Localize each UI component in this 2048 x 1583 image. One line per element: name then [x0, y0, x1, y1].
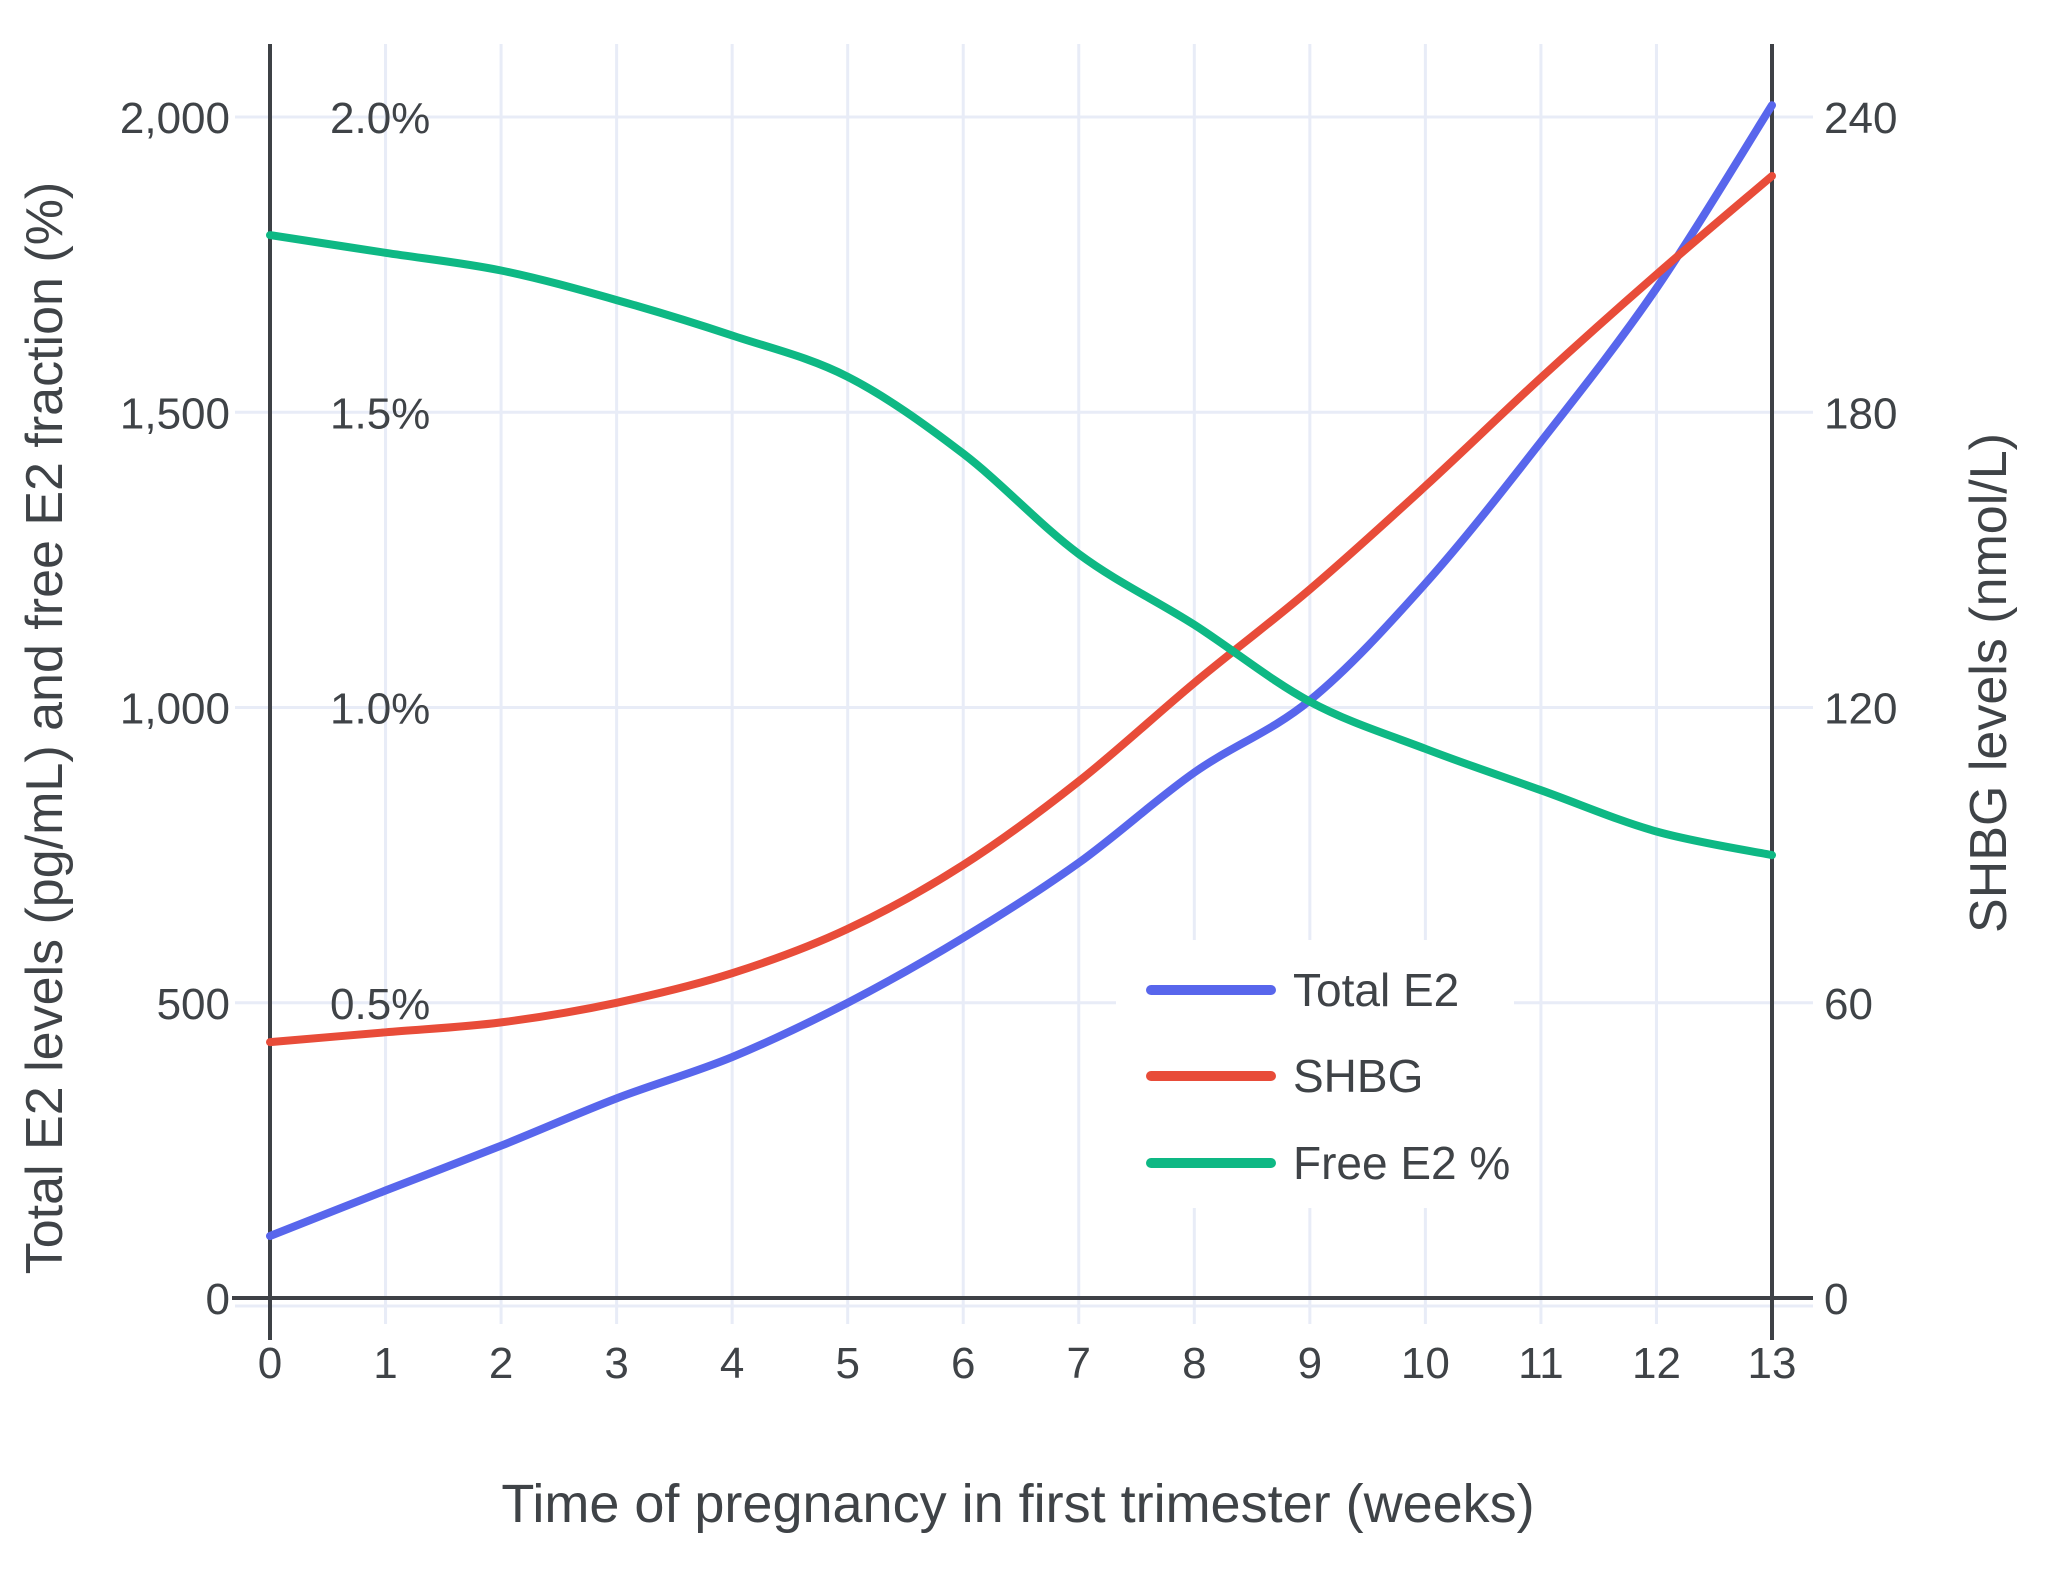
right-axis-tick-label: 240	[1824, 94, 1897, 143]
x-axis-tick-label: 6	[951, 1339, 975, 1388]
percent-tick-label: 1.0%	[330, 685, 430, 734]
x-axis-tick-label: 1	[373, 1339, 397, 1388]
x-axis-tick-label: 7	[1067, 1339, 1091, 1388]
percent-tick-label: 0.5%	[330, 980, 430, 1029]
left-y-axis-title: Total E2 levels (pg/mL) and free E2 frac…	[16, 182, 74, 1274]
legend: Total E2 SHBG Free E2 %	[1116, 940, 1514, 1208]
left-axis-tick-label: 2,000	[120, 94, 230, 143]
free-e2--line	[266, 231, 1776, 860]
x-axis-tick-label: 0	[258, 1339, 282, 1388]
x-axis-tick-label: 11	[1518, 1339, 1564, 1388]
x-axis-tick-label: 12	[1632, 1339, 1681, 1388]
x-axis-tick-label: 10	[1401, 1339, 1450, 1388]
x-axis-tick-label: 9	[1298, 1339, 1322, 1388]
x-axis-tick-label: 5	[835, 1339, 859, 1388]
right-y-axis-title: SHBG levels (nmol/L)	[1960, 433, 2018, 933]
left-axis-tick-label: 1,000	[120, 685, 230, 734]
x-axis-tick-label: 3	[604, 1339, 628, 1388]
x-axis-tick-label: 2	[489, 1339, 513, 1388]
total-e2-line	[266, 101, 1776, 1240]
right-axis-tick-label: 60	[1824, 980, 1873, 1029]
legend-item-label: Free E2 %	[1293, 1137, 1510, 1189]
gridlines	[235, 44, 1813, 1324]
percent-tick-label: 1.5%	[330, 389, 430, 438]
x-axis-tick-label: 4	[720, 1339, 744, 1388]
series-lines	[266, 101, 1776, 1240]
x-axis-tick-label: 8	[1182, 1339, 1206, 1388]
tick-labels: 05001,0001,5002,0000.5%1.0%1.5%2.0%06012…	[120, 94, 1898, 1388]
left-axis-tick-label: 0	[206, 1275, 230, 1324]
right-axis-tick-label: 180	[1824, 389, 1897, 438]
right-axis-tick-label: 120	[1824, 685, 1897, 734]
shbg-line	[266, 172, 1776, 1047]
x-axis-title: Time of pregnancy in first trimester (we…	[501, 1474, 1534, 1534]
left-axis-tick-label: 1,500	[120, 389, 230, 438]
right-axis-tick-label: 0	[1824, 1275, 1848, 1324]
legend-item-label: Total E2	[1293, 964, 1459, 1016]
percent-tick-label: 2.0%	[330, 94, 430, 143]
left-axis-tick-label: 500	[157, 980, 230, 1029]
legend-item-label: SHBG	[1293, 1050, 1423, 1102]
axis-lines	[232, 44, 1813, 1340]
x-axis-tick-label: 13	[1748, 1339, 1797, 1388]
